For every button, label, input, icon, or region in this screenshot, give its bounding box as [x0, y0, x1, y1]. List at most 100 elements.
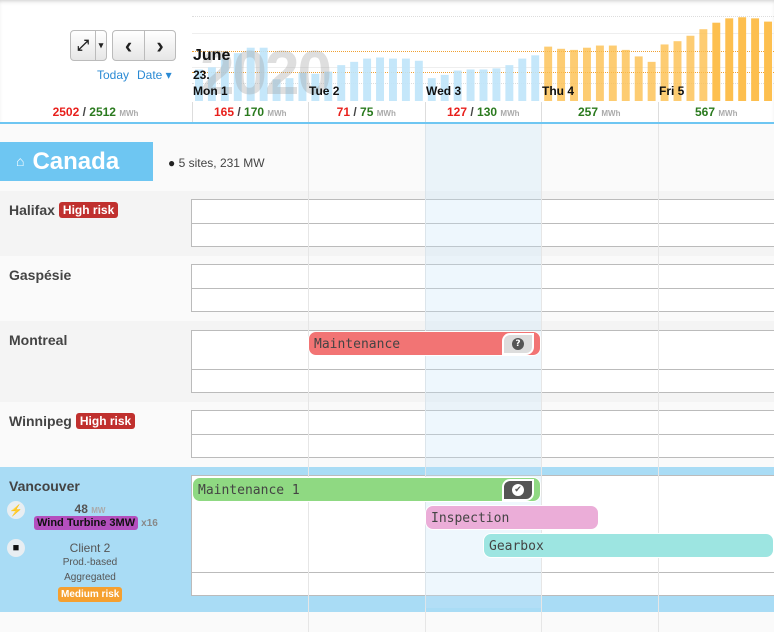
energy-bar: [686, 35, 695, 101]
day-gridline: [308, 124, 309, 632]
site-row-gaspesie: Gaspésie: [0, 256, 774, 321]
energy-bar: [595, 45, 604, 101]
energy-bar: [621, 49, 630, 101]
day-gridline: [658, 124, 659, 632]
day-energy: 567 MWh: [695, 105, 738, 119]
client-name: Client 2: [69, 541, 111, 555]
total-energy: 2502 / 2512 MWh: [52, 105, 139, 119]
region-header[interactable]: ⌂ Canada: [0, 142, 153, 181]
home-icon: ⌂: [16, 153, 25, 169]
date-dropdown[interactable]: Date ▾: [137, 68, 172, 82]
energy-bar: [712, 22, 721, 101]
turbine-badge: Wind Turbine 3MW: [34, 516, 139, 530]
energy-bar: [466, 69, 475, 101]
energy-bar: [376, 57, 384, 101]
day-gridline: [541, 124, 542, 632]
aggregation-mode: Aggregated: [64, 572, 116, 583]
energy-bar: [751, 18, 760, 101]
briefcase-icon: ■: [7, 539, 25, 557]
energy-bar: [699, 29, 708, 101]
day-divider: [658, 102, 659, 122]
expand-icon: ⤢: [76, 37, 89, 54]
energy-bar: [389, 58, 397, 101]
energy-bar: [570, 49, 578, 101]
chevron-left-icon: ‹: [124, 32, 133, 58]
site-row-montreal: Montreal Maintenance?: [0, 321, 774, 402]
event-inspection[interactable]: Inspection: [425, 505, 599, 530]
energy-bar: [363, 58, 372, 101]
chevron-right-icon: ›: [156, 32, 164, 58]
energy-bar: [337, 65, 346, 101]
energy-bar: [414, 60, 423, 101]
risk-badge: High risk: [75, 413, 136, 429]
lightning-icon: ⚡: [7, 501, 25, 519]
map-marker-icon: ●: [168, 156, 176, 170]
prev-button[interactable]: ‹: [112, 30, 145, 61]
site-row-vancouver: Vancouver ⚡ 48 MW Wind Turbine 3MW x16 ■…: [0, 467, 774, 612]
energy-bar: [544, 46, 553, 101]
caret-down-icon: ▾: [98, 40, 104, 50]
day-energy: 257 MWh: [578, 105, 621, 119]
month-label: June: [193, 47, 231, 64]
energy-bar: [440, 74, 449, 101]
day-label: Mon 1: [193, 84, 228, 98]
site-name[interactable]: Winnipeg: [9, 413, 72, 429]
day-label: Wed 3: [426, 84, 462, 98]
day-energy: 165 / 170 MWh: [213, 105, 287, 119]
site-timeline[interactable]: [191, 199, 774, 247]
year-watermark: 2020: [200, 39, 332, 108]
energy-bar: [220, 58, 229, 101]
energy-bar: [492, 68, 501, 101]
site-name[interactable]: Vancouver: [9, 478, 80, 494]
energy-bar: [518, 58, 527, 101]
event-maintenance[interactable]: Maintenance?: [308, 331, 541, 356]
energy-bar: [272, 79, 281, 101]
energy-bar: [583, 47, 591, 101]
energy-bar: [725, 18, 734, 101]
event-gearbox[interactable]: Gearbox: [483, 533, 774, 558]
energy-bar: [207, 67, 216, 101]
energy-bar: [233, 53, 242, 101]
site-name[interactable]: Montreal: [9, 332, 68, 348]
energy-bar: [673, 41, 682, 101]
turbine-info: Wind Turbine 3MW x16: [34, 516, 158, 530]
day-label: Fri 5: [659, 84, 685, 98]
energy-bar: [259, 47, 268, 101]
zoom-fit-button[interactable]: ⤢: [70, 30, 96, 61]
check-icon: ✔: [512, 484, 524, 496]
energy-bar: [738, 17, 747, 101]
energy-bar: [608, 45, 617, 101]
energy-bar: [401, 58, 410, 101]
energy-bar: [298, 72, 307, 101]
day-label: Thu 4: [542, 84, 574, 98]
energy-bar: [479, 69, 488, 101]
site-name[interactable]: Halifax: [9, 202, 55, 218]
day-energy: 127 / 130 MWh: [446, 105, 520, 119]
day-label: Tue 2: [309, 84, 340, 98]
energy-bar: [660, 44, 669, 101]
region-info: ● 5 sites, 231 MW: [168, 156, 265, 170]
site-timeline[interactable]: [191, 264, 774, 312]
site-timeline[interactable]: [191, 410, 774, 458]
event-maintenance-1[interactable]: Maintenance 1 ✔: [192, 477, 541, 502]
site-name[interactable]: Gaspésie: [9, 267, 72, 283]
energy-bar: [246, 47, 255, 101]
energy-bar: [285, 78, 294, 101]
energy-bar: [647, 61, 656, 101]
next-button[interactable]: ›: [144, 30, 176, 61]
risk-badge: High risk: [58, 202, 119, 218]
day-divider: [308, 102, 309, 122]
site-row-winnipeg: Winnipeg High risk: [0, 402, 774, 467]
risk-badge: Medium risk: [58, 587, 123, 602]
today-link[interactable]: Today: [97, 68, 130, 82]
energy-bar: [531, 55, 540, 101]
day-divider: [425, 102, 426, 122]
energy-bar: [311, 73, 320, 101]
energy-bar: [195, 69, 203, 101]
zoom-dropdown-button[interactable]: ▾: [95, 30, 107, 61]
timeline-header: 2020 June 23. ⤢ ▾ ‹ › Today Date ▾ 2502 …: [0, 0, 774, 124]
energy-bar: [505, 65, 514, 101]
day-energy: 71 / 75 MWh: [336, 105, 396, 119]
contract-type: Prod.-based: [62, 557, 118, 568]
day-gridline: [425, 124, 426, 632]
